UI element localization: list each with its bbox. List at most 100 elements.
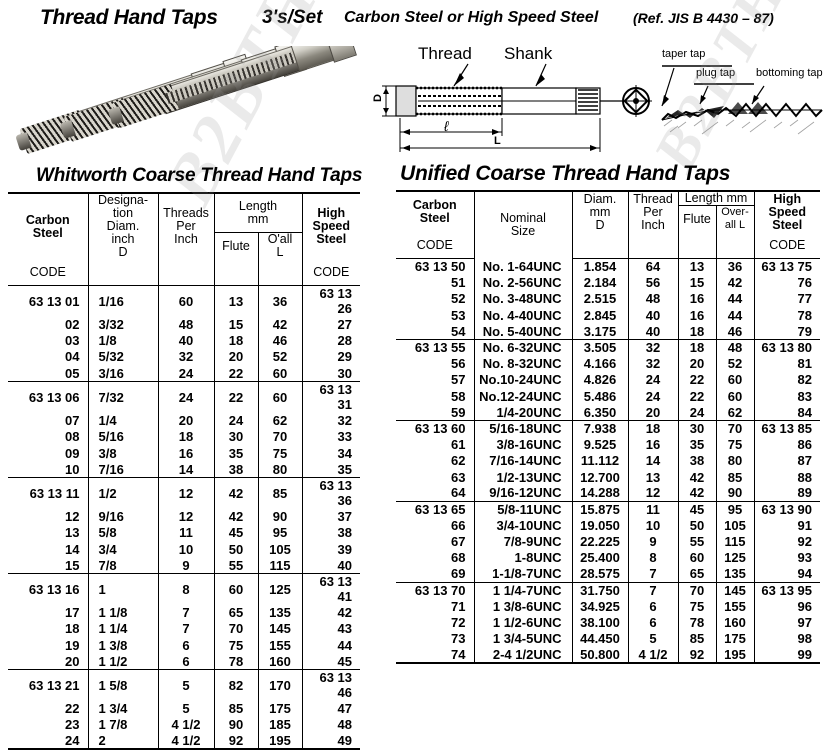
table-row: 24 2 4 1/2 92 195 49 [8, 733, 361, 750]
cell-designation: 2 [87, 733, 158, 750]
cell-nominal: 9/16-12UNC [473, 485, 572, 502]
cell-nominal: No. 5-40UNC [473, 323, 572, 340]
cell-hss: 39 [301, 540, 361, 558]
cell-cs: 63 13 01 [28, 293, 80, 309]
cell-designation: 3/8 [87, 444, 158, 462]
cell-diam: 31.750 [571, 581, 628, 599]
cell-cs: 09 [65, 445, 80, 461]
cell-cs: 63 13 06 [8, 381, 88, 413]
table-head: Carbon Steel Designa-tion Diam. inch D Th… [8, 192, 361, 286]
table-row: 07 1/4 20 24 62 32 [8, 412, 361, 429]
cell-tpi: 7 [627, 566, 678, 583]
cell-tpi: 11 [627, 500, 678, 518]
cell-nominal: 7/8-9UNC [473, 533, 572, 550]
cell-designation: 1 1/2 [87, 653, 158, 670]
cell-tpi: 6 [627, 614, 678, 631]
cell-cs: 63 13 70 [396, 581, 474, 599]
cell-overall: 175 [257, 700, 303, 717]
table-row: 61 3/8-16UNC 9.525 16 35 75 86 [396, 436, 820, 453]
cell-designation: 1 7/8 [87, 716, 158, 734]
cell-flute: 92 [677, 647, 716, 665]
cell-hss: 47 [301, 700, 361, 717]
cell-flute: 82 [213, 669, 258, 701]
cell-nominal: No.10-24UNC [473, 371, 572, 388]
table-row: 73 1 3/4-5UNC 44.450 5 85 175 98 [396, 630, 820, 647]
cell-diam: 44.450 [571, 630, 628, 647]
cell-hss: 91 [753, 517, 820, 534]
cell-cs: 24 [8, 733, 88, 750]
cell-overall: 52 [715, 355, 754, 372]
cell-overall: 62 [257, 412, 303, 429]
whitworth-table: Carbon Steel Designa-tion Diam. inch D Th… [8, 192, 361, 750]
table-row: 09 3/8 16 35 75 34 [8, 444, 361, 462]
cell-flute: 85 [213, 700, 258, 717]
cell-overall: 115 [715, 533, 754, 550]
cell-designation: 5/8 [87, 524, 158, 541]
cell-nominal: No. 6-32UNC [473, 338, 572, 356]
cell-flute: 20 [677, 355, 716, 372]
cell-cs: 62 [451, 453, 466, 469]
left-table-title: Whitworth Coarse Thread Hand Taps [36, 165, 363, 186]
cell-cs: 02 [65, 316, 80, 332]
cell-flute: 24 [213, 412, 258, 429]
cell-hss: 89 [753, 485, 820, 502]
table-row: 51 No. 2-56UNC 2.184 56 15 42 76 [396, 274, 820, 291]
dimension-d-label: D [371, 94, 384, 102]
cell-tpi: 40 [627, 307, 678, 324]
cell-nominal: 2-4 1/2UNC [473, 647, 572, 665]
cell-hss: 98 [753, 630, 820, 647]
cell-flute: 75 [213, 636, 258, 654]
cell-overall: 195 [715, 647, 754, 665]
col-flute: Flute [677, 205, 716, 232]
cell-flute: 50 [677, 517, 716, 534]
table-row: 53 No. 4-40UNC 2.845 40 16 44 78 [396, 307, 820, 324]
col-designation: Designa-tion Diam. inch D [87, 192, 158, 259]
cell-designation: 3/32 [87, 316, 158, 333]
col-thread-per-inch: Thread Per Inch [627, 190, 678, 232]
cell-nominal: No. 3-48UNC [473, 290, 572, 308]
subcol-hss-code: CODE [301, 259, 361, 286]
cell-overall: 105 [715, 517, 754, 534]
cell-hss: 63 13 80 [753, 338, 820, 356]
cell-diam: 2.184 [571, 274, 628, 291]
cell-cs: 53 [451, 307, 466, 323]
cell-nominal: 3/8-16UNC [473, 436, 572, 453]
cell-designation: 1 [87, 573, 158, 605]
col-nominal-size: Nominal Size [473, 190, 572, 259]
table-row: 15 7/8 9 55 115 40 [8, 557, 361, 574]
subcol-hss-code: CODE [753, 232, 820, 259]
cell-hss: 79 [753, 323, 820, 340]
cell-overall: 70 [715, 419, 754, 437]
cell-hss: 28 [301, 332, 361, 349]
dimension-l-small-label: ℓ [444, 118, 449, 134]
cell-flute: 18 [213, 332, 258, 349]
cell-hss: 37 [301, 508, 361, 525]
cell-cs: 63 13 11 [8, 477, 88, 509]
cell-tpi: 32 [627, 355, 678, 372]
table-row: 71 1 3/8-6UNC 34.925 6 75 155 96 [396, 598, 820, 615]
cell-designation: 3/16 [87, 365, 158, 382]
page-header: Thread Hand Taps 3's/Set Carbon Steel or… [0, 6, 828, 34]
cell-hss: 43 [301, 620, 361, 637]
cell-flute: 42 [213, 477, 258, 509]
cell-flute: 85 [677, 630, 716, 647]
cell-tpi: 4 1/2 [157, 733, 214, 750]
cell-tpi: 11 [157, 524, 214, 541]
table-row: 56 No. 8-32UNC 4.166 32 20 52 81 [396, 355, 820, 372]
cell-flute: 38 [677, 452, 716, 469]
table-row: 69 1-1/8-7UNC 28.575 7 65 135 94 [396, 566, 820, 583]
cell-designation: 1 3/4 [87, 700, 158, 717]
cell-tpi: 14 [627, 452, 678, 469]
cell-overall: 155 [257, 636, 303, 654]
cell-tpi: 10 [627, 517, 678, 534]
table-row: 59 1/4-20UNC 6.350 20 24 62 84 [396, 404, 820, 421]
cell-flute: 65 [213, 604, 258, 621]
cell-flute: 18 [677, 323, 716, 340]
cell-cs: 71 [451, 599, 466, 615]
table-head: Carbon Steel Nominal Size Diam. mm D Thread P… [396, 190, 820, 259]
cell-nominal: 3/4-10UNC [473, 517, 572, 534]
cell-tpi: 6 [157, 636, 214, 654]
table-row: 63 13 06 7/32 24 22 60 63 13 31 [8, 381, 361, 413]
cell-hss: 78 [753, 307, 820, 324]
subcol-tpi-blank [157, 259, 214, 286]
